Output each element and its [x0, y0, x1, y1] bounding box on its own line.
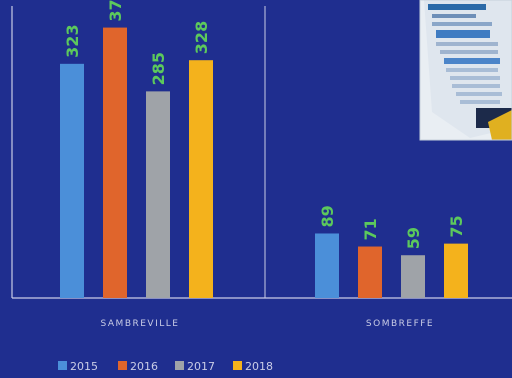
bar-sombreffe-2017	[401, 255, 425, 298]
value-label-sambreville-2018: 328	[192, 21, 211, 54]
value-label-sambreville-2017: 285	[149, 52, 168, 85]
bar-sambreville-2015	[60, 63, 84, 299]
category-label-sambreville: SAMBREVILLE	[101, 319, 180, 329]
value-label-sombreffe-2016: 71	[361, 218, 380, 240]
legend-swatch-2017	[175, 361, 184, 370]
category-label-sombreffe: SOMBREFFE	[366, 319, 434, 329]
bar-sombreffe-2016	[358, 246, 382, 298]
bar-sombreffe-2018	[444, 243, 468, 298]
category-label-group: SAMBREVILLE SOMBREFFE	[101, 319, 434, 329]
value-label-sombreffe-2017: 59	[404, 227, 423, 249]
legend-label-2018: 2018	[245, 360, 273, 373]
legend-label-2017: 2017	[187, 360, 215, 373]
value-label-sombreffe-2018: 75	[447, 215, 466, 237]
legend-label-2015: 2015	[70, 360, 98, 373]
legend-swatch-2018	[233, 361, 242, 370]
value-label-sambreville-2016: 373	[106, 0, 125, 22]
document-photo-icon	[419, 0, 512, 141]
bar-sombreffe-2015	[315, 233, 339, 298]
bar-sambreville-2017	[146, 91, 170, 298]
legend-swatch-2016	[118, 361, 127, 370]
legend: 2015 2016 2017 2018	[58, 360, 273, 373]
legend-label-2016: 2016	[130, 360, 158, 373]
value-label-sombreffe-2015: 89	[318, 205, 337, 227]
legend-swatch-2015	[58, 361, 67, 370]
bar-sambreville-2018	[189, 60, 213, 299]
value-label-sambreville-2015: 323	[63, 24, 82, 57]
bar-group	[60, 27, 468, 299]
bar-sambreville-2016	[103, 27, 127, 298]
value-label-group: 323 373 285 328 89 71 59 75	[63, 0, 466, 249]
